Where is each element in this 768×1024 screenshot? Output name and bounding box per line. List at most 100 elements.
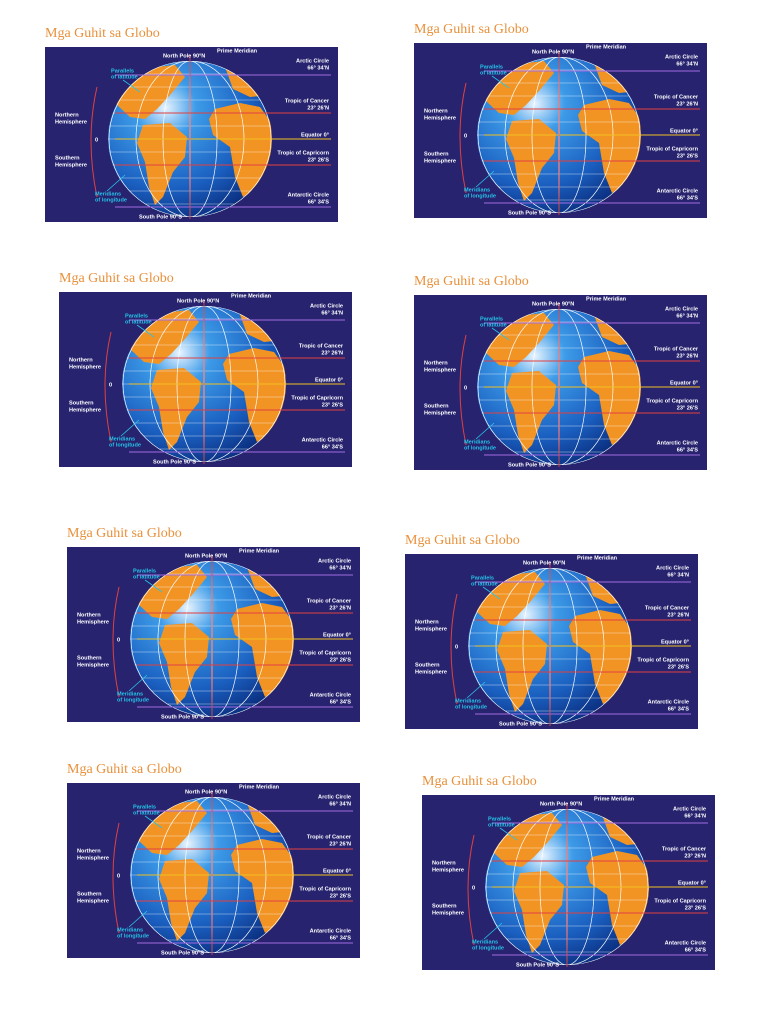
continent — [209, 103, 272, 197]
diagram-label: Hemisphere — [415, 669, 447, 675]
continent — [231, 603, 294, 697]
diagram-label: of longitude — [117, 933, 149, 939]
pointer — [106, 174, 126, 192]
diagram-label: Northern — [415, 619, 439, 625]
hemisphere-arrow — [459, 334, 467, 446]
card-title: Mga Guhit sa Globo — [59, 271, 174, 286]
diagram-label: Tropic of Cancer — [285, 98, 330, 104]
diagram-label: Hemisphere — [424, 158, 456, 164]
diagram-label: Northern — [424, 108, 448, 114]
diagram-label: Antarctic Circle — [310, 692, 351, 698]
diagram-label: Tropic of Cancer — [662, 846, 707, 852]
diagram-label: 66° 34'S — [677, 195, 699, 201]
diagram-label: Hemisphere — [432, 867, 464, 873]
diagram-label: South Pole 90°S — [516, 962, 559, 968]
diagram-label: Hemisphere — [415, 626, 447, 632]
pointer — [475, 422, 495, 440]
card: Mga Guhit sa Globo North Pole 90°N Prime M… — [67, 762, 360, 958]
diagram-label: 23° 26'N — [321, 350, 343, 356]
diagram-label: Hemisphere — [69, 407, 101, 413]
diagram-label: 0 — [109, 382, 112, 388]
diagram-label: 66° 34'N — [684, 813, 706, 819]
diagram-label: Equator 0° — [670, 380, 698, 386]
diagram-label: 23° 26'S — [330, 657, 352, 663]
diagram-label: 66° 34'N — [676, 313, 698, 319]
diagram-label: 66° 34'N — [307, 65, 329, 71]
diagram-label: North Pole 90°N — [163, 53, 205, 59]
pointer — [144, 815, 163, 829]
diagram-label: Prime Meridian — [217, 48, 258, 54]
diagram-label: Southern — [415, 662, 440, 668]
diagram-label: of latitude — [111, 74, 138, 80]
pointer — [466, 681, 486, 699]
diagram-label: of longitude — [95, 197, 127, 203]
diagram-label: Hemisphere — [424, 115, 456, 121]
pointer — [491, 75, 510, 89]
diagram-label: Tropic of Capricorn — [646, 398, 698, 404]
diagram-label: Prime Meridian — [594, 796, 635, 802]
diagram-label: Hemisphere — [424, 410, 456, 416]
diagram-label: Tropic of Capricorn — [637, 657, 689, 663]
diagram-label: 66° 34'S — [668, 706, 690, 712]
diagram-label: 66° 34'N — [329, 565, 351, 571]
pointer — [136, 324, 155, 338]
diagram-label: Parallels — [488, 816, 511, 822]
diagram-label: Prime Meridian — [577, 555, 618, 561]
diagram-label: Antarctic Circle — [657, 188, 698, 194]
diagram-label: Meridians — [117, 691, 143, 697]
diagram-label: 0 — [95, 137, 98, 143]
diagram-label: 23° 26'S — [668, 664, 690, 670]
continent — [514, 871, 564, 953]
diagram-label: Prime Meridian — [586, 44, 627, 50]
diagram-label: 23° 26'S — [308, 157, 330, 163]
diagram-label: Tropic of Cancer — [654, 346, 699, 352]
pointer — [144, 579, 163, 593]
diagram-label: Northern — [432, 860, 456, 866]
diagram-label: Hemisphere — [69, 364, 101, 370]
diagram-label: of longitude — [464, 445, 496, 451]
diagram-label: 23° 26'N — [329, 605, 351, 611]
diagram-label: South Pole 90°S — [139, 214, 182, 220]
card: Mga Guhit sa Globo North Pole 90°N Prime M… — [59, 271, 352, 467]
diagram-label: Parallels — [480, 316, 503, 322]
diagram-label: North Pole 90°N — [523, 560, 565, 566]
diagram-label: Southern — [77, 891, 102, 897]
card: Mga Guhit sa Globo North Pole 90°N Prime M… — [414, 22, 707, 218]
diagram-label: Arctic Circle — [673, 806, 706, 812]
diagram-label: Equator 0° — [323, 868, 351, 874]
pointer — [475, 170, 495, 188]
diagram-label: South Pole 90°S — [508, 210, 551, 216]
diagram-label: Hemisphere — [77, 855, 109, 861]
diagram-label: South Pole 90°S — [508, 462, 551, 468]
diagram-label: Arctic Circle — [665, 54, 698, 60]
hemisphere-arrow — [90, 86, 98, 198]
diagram-label: 23° 26'N — [676, 101, 698, 107]
diagram-label: Equator 0° — [678, 880, 706, 886]
diagram-label: Hemisphere — [77, 619, 109, 625]
diagram-label: Parallels — [133, 804, 156, 810]
card-title: Mga Guhit sa Globo — [422, 774, 537, 789]
diagram-label: 23° 26'N — [684, 853, 706, 859]
diagram-label: Arctic Circle — [310, 303, 343, 309]
continent — [578, 99, 641, 193]
diagram-label: of latitude — [125, 319, 152, 325]
diagram-label: Meridians — [109, 436, 135, 442]
diagram-label: Northern — [77, 612, 101, 618]
diagram-label: 66° 34'N — [667, 572, 689, 578]
continent — [231, 839, 294, 933]
diagram-label: Hemisphere — [432, 910, 464, 916]
continent — [159, 623, 209, 705]
diagram-label: of longitude — [472, 945, 504, 951]
diagram-label: 23° 26'S — [322, 402, 344, 408]
diagram-label: Prime Meridian — [239, 548, 280, 554]
pointer — [122, 79, 141, 93]
diagram-label: Hemisphere — [424, 367, 456, 373]
diagram-label: Parallels — [111, 68, 134, 74]
diagram-label: 66° 34'S — [677, 447, 699, 453]
diagram-label: Southern — [424, 403, 449, 409]
diagram-label: of latitude — [133, 574, 160, 580]
diagram-label: Antarctic Circle — [657, 440, 698, 446]
diagram-label: Meridians — [117, 927, 143, 933]
diagram-label: 0 — [117, 637, 120, 643]
